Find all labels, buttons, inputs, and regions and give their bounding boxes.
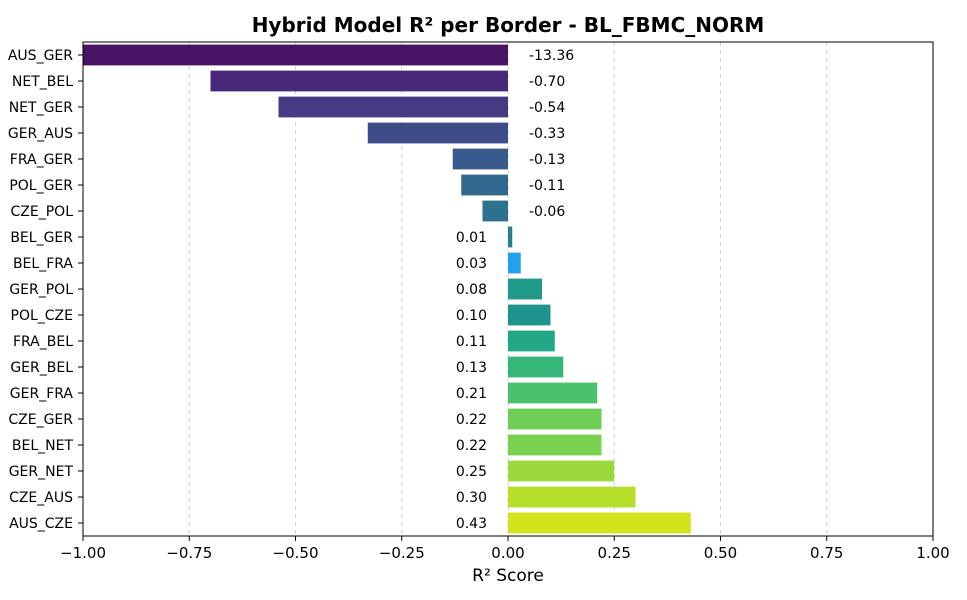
value-label: -0.06 — [529, 204, 565, 220]
y-tick-label: AUS_CZE — [9, 516, 73, 532]
bar — [508, 304, 551, 326]
y-tick-label: CZE_POL — [11, 204, 74, 220]
y-tick-label: CZE_GER — [8, 412, 73, 428]
value-label: -13.36 — [529, 48, 574, 64]
bar-layer — [83, 44, 691, 534]
value-label: 0.30 — [456, 490, 487, 506]
bar — [508, 434, 602, 456]
x-tick-label: −0.75 — [166, 544, 212, 562]
x-tick-label: 0.50 — [704, 544, 737, 562]
value-label: -0.33 — [529, 126, 565, 142]
y-tick-label: AUS_GER — [8, 48, 73, 64]
x-tick-label: 0.25 — [598, 544, 631, 562]
x-tick-label: −0.25 — [379, 544, 425, 562]
y-tick-label: POL_CZE — [11, 308, 73, 324]
value-label: 0.03 — [456, 256, 487, 272]
value-label: 0.25 — [456, 464, 487, 480]
x-tick-label: 1.00 — [916, 544, 949, 562]
value-label: 0.13 — [456, 360, 487, 376]
bar — [508, 408, 602, 430]
value-label: -0.54 — [529, 100, 565, 116]
y-tick-label: NET_BEL — [12, 74, 73, 90]
value-label: 0.01 — [456, 230, 487, 246]
bar — [278, 96, 508, 118]
y-tick-label: CZE_AUS — [9, 490, 73, 506]
value-label: -0.70 — [529, 74, 565, 90]
bar — [210, 70, 508, 92]
bar — [452, 148, 508, 170]
y-tick-label: BEL_NET — [12, 438, 74, 454]
value-label: 0.21 — [456, 386, 487, 402]
y-tick-label: POL_GER — [9, 178, 73, 194]
y-tick-label: FRA_BEL — [13, 334, 73, 350]
y-tick-label: GER_BEL — [10, 360, 73, 376]
value-label: -0.13 — [529, 152, 565, 168]
bar — [482, 200, 508, 222]
x-axis-label: R² Score — [472, 566, 544, 586]
y-tick-label: BEL_FRA — [13, 256, 73, 272]
value-label-layer: -13.36 -0.70 -0.54 -0.33 -0.13 -0.11 -0.06 0.01… — [456, 48, 574, 532]
bar — [508, 460, 615, 482]
value-label: 0.10 — [456, 308, 487, 324]
bar — [508, 252, 521, 274]
bar — [367, 122, 508, 144]
value-label: 0.22 — [456, 438, 487, 454]
chart-title: Hybrid Model R² per Border - BL_FBMC_NOR… — [252, 13, 765, 37]
y-axis: AUS_GER NET_BEL NET_GER GER_AUS FRA_GER POL_G… — [8, 48, 83, 532]
plot-frame — [82, 41, 934, 537]
x-tick-label: 0.75 — [810, 544, 843, 562]
bar — [508, 278, 542, 300]
bar — [83, 44, 508, 66]
x-tick-label: −1.00 — [60, 544, 106, 562]
y-tick-label: NET_GER — [9, 100, 74, 116]
value-label: 0.22 — [456, 412, 487, 428]
y-tick-label: GER_NET — [9, 464, 74, 480]
x-tick-label: −0.50 — [273, 544, 319, 562]
bar — [508, 486, 636, 508]
bar — [508, 356, 564, 378]
y-tick-label: BEL_GER — [10, 230, 73, 246]
value-label: 0.08 — [456, 282, 487, 298]
bar — [508, 512, 691, 534]
y-tick-label: GER_POL — [9, 282, 73, 298]
bar — [508, 382, 598, 404]
y-tick-label: GER_FRA — [10, 386, 74, 402]
value-label: 0.43 — [456, 516, 487, 532]
value-label: -0.11 — [529, 178, 565, 194]
bar — [508, 330, 555, 352]
bar — [508, 226, 513, 248]
value-label: 0.11 — [456, 334, 487, 350]
x-tick-label: 0.00 — [491, 544, 524, 562]
y-tick-label: FRA_GER — [10, 152, 73, 168]
x-axis: −1.00 −0.75 −0.50 −0.25 0.00 0.25 0.50 0.75 1.00 — [60, 536, 950, 562]
y-tick-label: GER_AUS — [8, 126, 73, 142]
bar — [461, 174, 508, 196]
